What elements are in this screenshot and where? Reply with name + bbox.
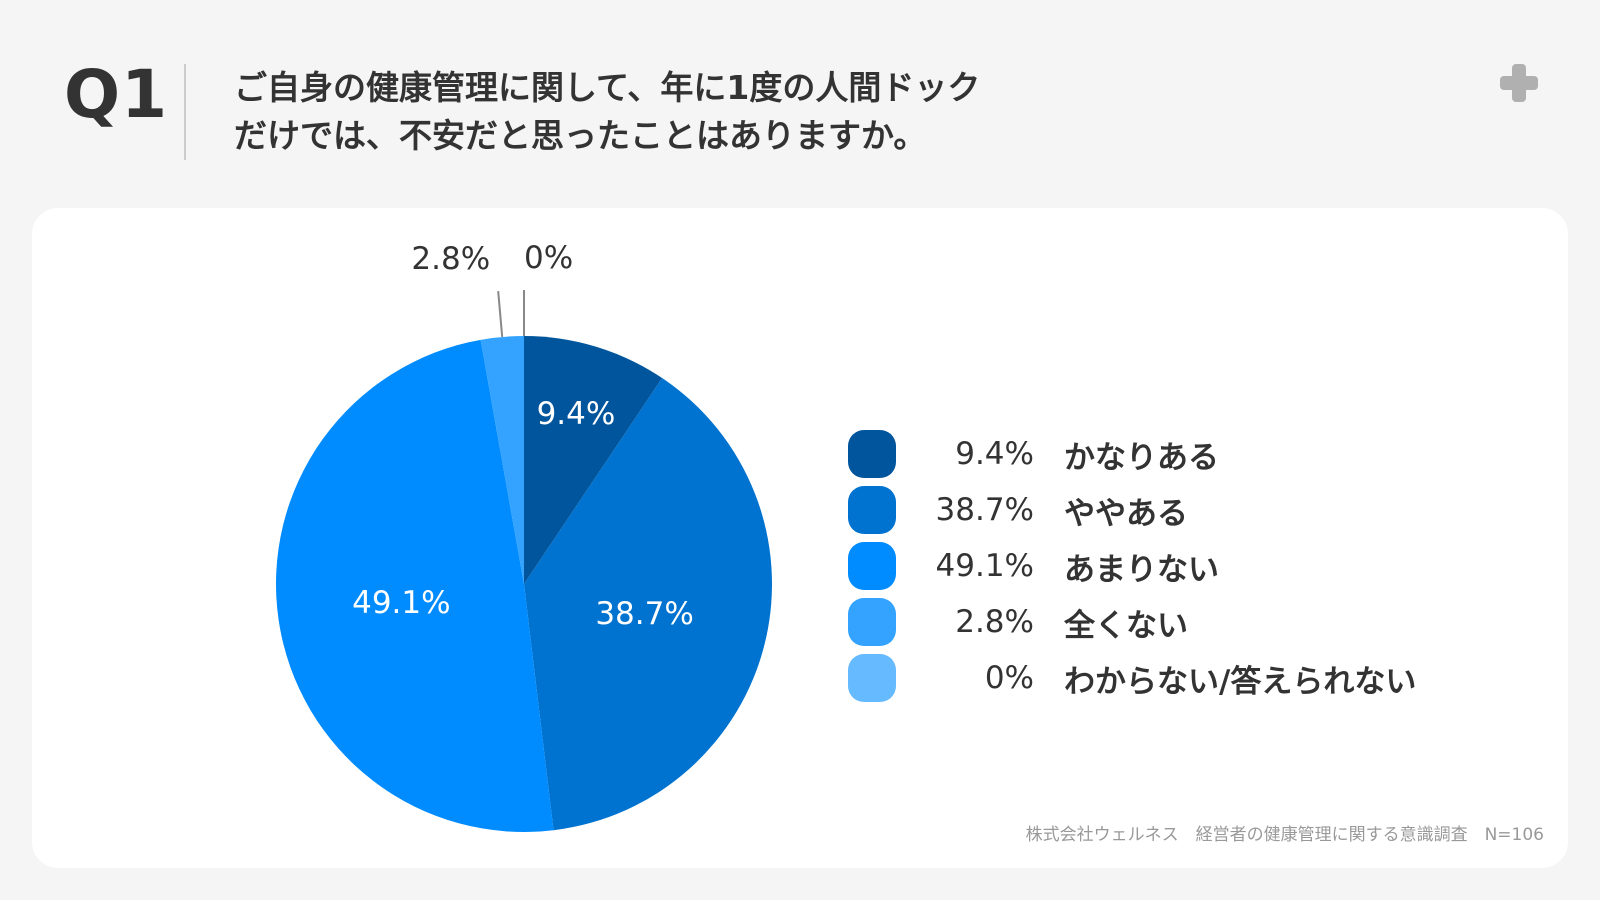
legend-swatch xyxy=(848,486,896,534)
pie-value-label-1: 9.4% xyxy=(537,396,616,432)
pie-slice-1 xyxy=(524,336,663,584)
pie-value-label-2: 38.7% xyxy=(595,596,693,632)
pie-slice-4 xyxy=(480,336,524,584)
legend-item-1: 9.4% かなりある xyxy=(848,426,1416,482)
legend-item-4: 2.8% 全くない xyxy=(848,594,1416,650)
legend-percent: 49.1% xyxy=(935,548,1034,584)
legend-item-5: 0% わからない/答えられない xyxy=(848,650,1416,706)
legend-percent: 0% xyxy=(984,660,1034,696)
legend-item-2: 38.7% ややある xyxy=(848,482,1416,538)
legend-label: わからない/答えられない xyxy=(1064,663,1417,700)
question-number: Q1 xyxy=(64,56,169,133)
pie-value-label-5: 0% xyxy=(524,240,573,276)
legend-swatch xyxy=(848,542,896,590)
survey-source: 株式会社ウェルネス 経営者の健康管理に関する意識調査 N=106 xyxy=(1025,825,1544,845)
legend-percent: 9.4% xyxy=(955,436,1034,472)
legend-label: あまりない xyxy=(1064,551,1219,588)
question-title-line-1: ご自身の健康管理に関して、年に1度の人間ドック xyxy=(234,68,981,107)
legend-label: ややある xyxy=(1064,495,1188,532)
pie-labels: 9.4% 38.7% 49.1% 2.8% 0% xyxy=(352,240,694,632)
question-title: ご自身の健康管理に関して、年に1度の人間ドック だけでは、不安だと思ったことはあ… xyxy=(234,64,1414,160)
pie-leader-line-4 xyxy=(497,291,504,338)
header-divider xyxy=(184,64,186,160)
legend-swatch xyxy=(848,430,896,478)
legend-label: 全くない xyxy=(1064,607,1188,644)
legend-percent: 2.8% xyxy=(955,604,1034,640)
question-title-line-2: だけでは、不安だと思ったことはありますか。 xyxy=(234,116,927,155)
pie-value-label-3: 49.1% xyxy=(352,585,450,621)
legend-label: かなりある xyxy=(1064,439,1219,476)
chart-legend: 9.4% かなりある 38.7% ややある 49.1% あまりない 2.8% 全くない 0% わか… xyxy=(848,426,1416,706)
pie-slice-3 xyxy=(276,339,554,832)
legend-item-3: 49.1% あまりない xyxy=(848,538,1416,594)
pie-value-label-4: 2.8% xyxy=(411,241,490,277)
pie-slice-2 xyxy=(524,378,772,831)
pie-slices xyxy=(276,336,772,832)
legend-percent: 38.7% xyxy=(935,492,1034,528)
legend-swatch xyxy=(848,654,896,702)
plus-icon[interactable] xyxy=(1500,64,1538,102)
legend-swatch xyxy=(848,598,896,646)
